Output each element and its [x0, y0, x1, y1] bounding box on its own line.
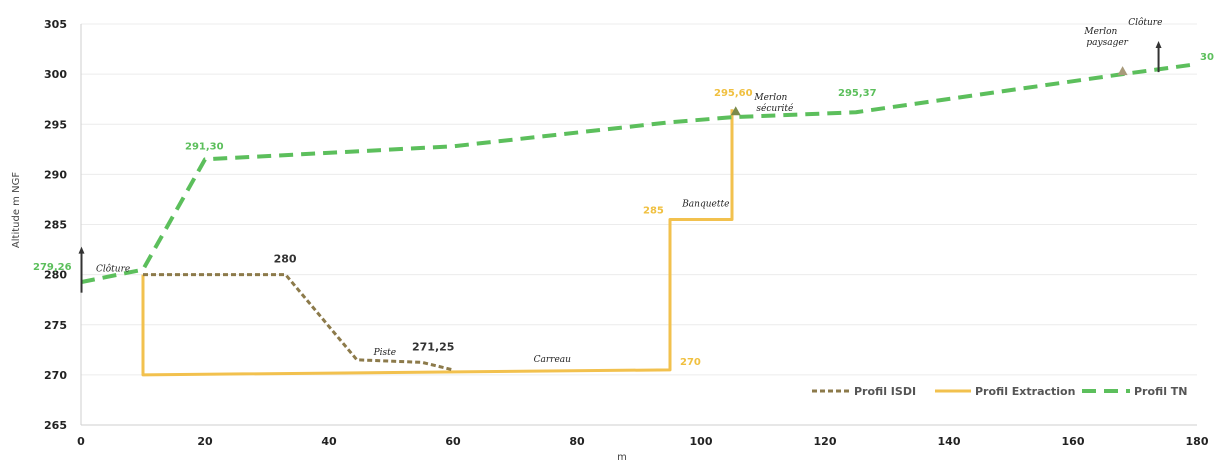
x-tick-label: 120	[814, 435, 837, 448]
data-label: 285	[643, 205, 664, 216]
annotation: Carreau	[534, 355, 572, 365]
annotation: sécurité	[756, 103, 794, 114]
markers	[78, 41, 1162, 293]
arrow-head-icon	[78, 246, 85, 254]
y-tick-label: 285	[44, 219, 67, 232]
y-tick-label: 300	[44, 68, 67, 81]
legend-label: Profil TN	[1134, 385, 1188, 398]
x-axis-label: m	[617, 452, 627, 463]
series-line-profil-isdi	[143, 273, 454, 372]
series-line-profil-tn	[80, 62, 1198, 285]
merlon-marker-icon	[730, 106, 741, 116]
y-tick-label: 265	[44, 419, 67, 432]
annotation: paysager	[1086, 38, 1128, 48]
annotations: ClôturePisteCarreauBanquetteMerlonsécuri…	[96, 17, 1162, 365]
x-tick-label: 0	[77, 435, 85, 448]
annotation: Clôture	[96, 264, 130, 275]
y-tick-label: 270	[44, 369, 67, 382]
y-tick-label: 280	[44, 269, 67, 282]
data-label: 280	[274, 253, 297, 266]
y-tick-label: 305	[44, 18, 67, 31]
y-tick-label: 295	[44, 118, 67, 131]
x-tick-label: 80	[569, 435, 585, 448]
data-labels: 279,26 291,30 295,60 295,37 30 280 271,25 285 27…	[33, 52, 1214, 368]
data-label: 295,37	[838, 88, 877, 99]
y-tick-label: 290	[44, 168, 67, 181]
x-tick-label: 60	[445, 435, 461, 448]
data-label: 279,26	[33, 262, 72, 273]
legend-label: Profil Extraction	[975, 385, 1075, 398]
annotation: Merlon	[753, 93, 787, 103]
series-lines	[80, 62, 1198, 377]
series-line-profil-extraction	[141, 109, 734, 377]
x-tick-label: 20	[197, 435, 213, 448]
x-tick-label: 100	[690, 435, 713, 448]
merlon-marker-icon	[1117, 66, 1128, 76]
legend-label: Profil ISDI	[854, 385, 916, 398]
arrow-head-icon	[1155, 41, 1162, 49]
data-label: 270	[680, 357, 701, 368]
data-label: 271,25	[412, 340, 454, 353]
data-label: 291,30	[185, 141, 224, 152]
data-label: 30	[1200, 52, 1214, 63]
grid-lines	[81, 23, 1197, 426]
data-label: 295,60	[714, 88, 753, 99]
x-tick-label: 40	[321, 435, 337, 448]
y-tick-label: 275	[44, 319, 67, 332]
legend: Profil ISDI Profil Extraction Profil TN	[812, 385, 1188, 398]
x-tick-label: 180	[1186, 435, 1209, 448]
annotation: Piste	[373, 348, 397, 358]
y-axis-label: Altitude m NGF	[11, 172, 22, 248]
annotation: Clôture	[1128, 17, 1162, 28]
x-tick-label: 140	[938, 435, 961, 448]
x-tick-label: 160	[1062, 435, 1085, 448]
axes: 265 270 275 280 285 290 295 300 305 0 20 40 60 80 100 1…	[44, 18, 1209, 448]
annotation: Merlon	[1083, 27, 1117, 37]
annotation: Banquette	[681, 199, 729, 209]
